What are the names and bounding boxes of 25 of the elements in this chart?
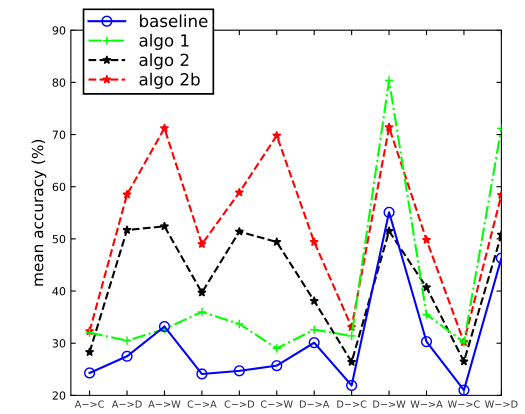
y-tick-label: 80: [52, 78, 66, 87]
x-tick-label: A−>C: [74, 400, 104, 408]
legend-label: algo 2b: [140, 72, 200, 89]
y-tick-label: 90: [52, 26, 66, 35]
y-tick-label: 70: [52, 130, 66, 139]
x-tick-label: W−>A: [410, 400, 443, 408]
x-tick-label: A−>D: [112, 400, 142, 408]
x-tick-label: A−>W: [148, 400, 180, 408]
x-tick-label: C−>W: [260, 400, 293, 408]
legend-label: algo 1: [140, 34, 188, 50]
x-tick-label: W−>D: [485, 400, 518, 408]
y-tick-label: 40: [52, 287, 66, 296]
x-tick-label: W−>C: [448, 400, 480, 408]
legend-label: algo 2: [140, 53, 188, 70]
x-tick-label: D−>C: [337, 400, 366, 408]
x-tick-label: C−>D: [224, 400, 254, 408]
y-tick-label: 20: [52, 391, 66, 400]
y-tick-label: 30: [52, 339, 66, 348]
y-axis-title: mean accuracy (%): [32, 140, 46, 286]
legend-label: baseline: [140, 14, 208, 28]
x-tick-label: D−>A: [300, 400, 330, 408]
x-tick-label: C−>A: [188, 400, 217, 408]
y-tick-label: 60: [52, 182, 66, 192]
y-tick-label: 50: [52, 234, 66, 244]
x-tick-label: D−>W: [373, 400, 406, 408]
